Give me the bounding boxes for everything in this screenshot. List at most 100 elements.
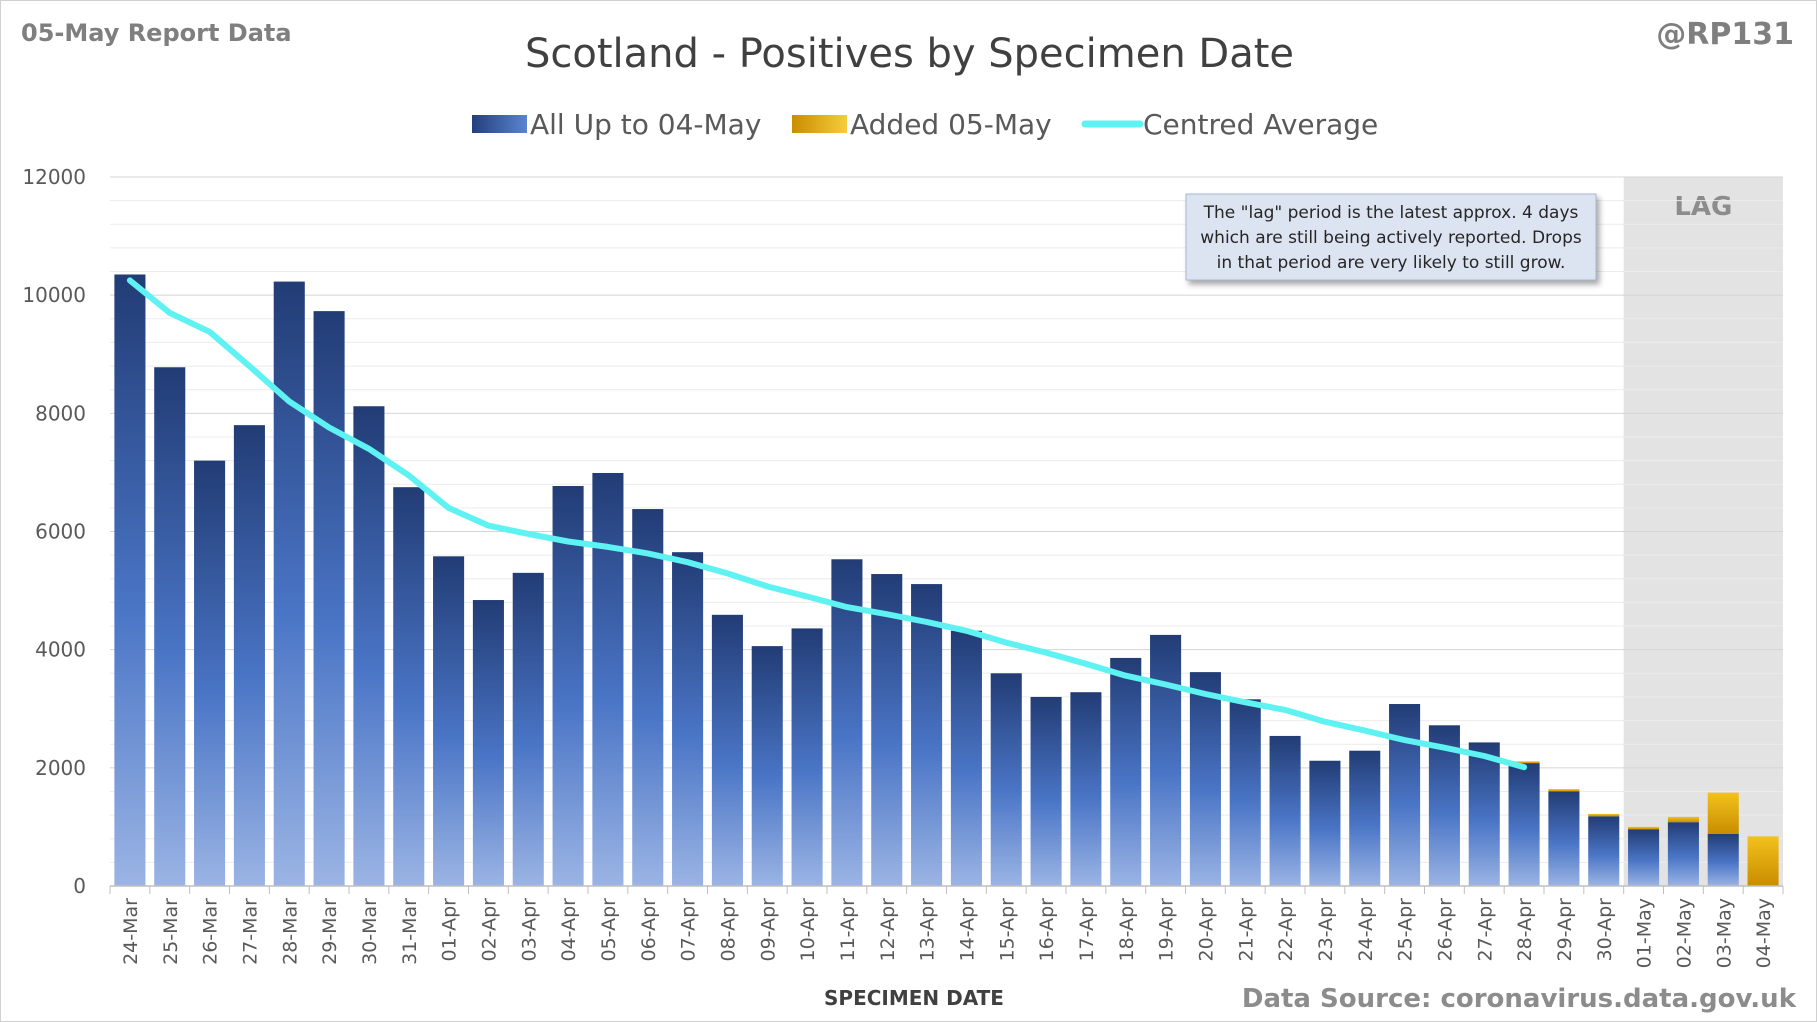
- x-tick-label: 30-Apr: [1594, 898, 1616, 962]
- x-tick-label: 27-Mar: [239, 898, 261, 965]
- x-tick-label: 08-Apr: [717, 898, 739, 962]
- bar-all-up-to-04-may: [711, 614, 743, 886]
- y-tick-label: 4000: [35, 638, 86, 662]
- legend-swatch-all-up-to-04-may: [472, 115, 527, 133]
- bar-all-up-to-04-may: [950, 630, 982, 886]
- y-tick-label: 2000: [35, 756, 86, 780]
- x-tick-label: 01-May: [1634, 898, 1656, 968]
- lag-annotation-box: [1185, 193, 1597, 281]
- legend-swatch-added-05-may: [792, 115, 847, 133]
- x-tick-label: 04-Apr: [558, 898, 580, 962]
- bar-all-up-to-04-may: [990, 673, 1022, 886]
- x-tick-label: 06-Apr: [638, 898, 660, 962]
- x-tick-label: 29-Apr: [1554, 898, 1576, 962]
- bar-added-05-may: [1747, 836, 1779, 886]
- x-tick-label: 24-Apr: [1355, 898, 1377, 962]
- bar-all-up-to-04-may: [1030, 696, 1062, 886]
- x-axis-title: SPECIMEN DATE: [824, 986, 1004, 1010]
- bar-all-up-to-04-may: [1110, 657, 1142, 886]
- x-tick-label: 28-Mar: [279, 898, 301, 965]
- bar-added-05-may: [1588, 813, 1620, 817]
- data-source-label: Data Source: coronavirus.data.gov.uk: [1241, 984, 1796, 1014]
- bar-added-05-may: [1548, 789, 1580, 792]
- bar-all-up-to-04-may: [791, 628, 823, 886]
- bar-all-up-to-04-may: [751, 646, 783, 886]
- x-tick-label: 12-Apr: [877, 898, 899, 962]
- x-tick-label: 29-Mar: [319, 898, 341, 965]
- bar-all-up-to-04-may: [592, 473, 624, 886]
- bar-all-up-to-04-may: [154, 367, 186, 887]
- x-tick-label: 04-May: [1753, 898, 1775, 968]
- bar-all-up-to-04-may: [512, 572, 544, 886]
- x-tick-label: 07-Apr: [678, 898, 700, 962]
- bar-all-up-to-04-may: [1349, 750, 1381, 886]
- x-tick-label: 25-Mar: [160, 898, 182, 965]
- x-tick-label: 24-Mar: [120, 898, 142, 965]
- report-date-label: 05-May Report Data: [21, 19, 292, 47]
- bar-all-up-to-04-may: [194, 460, 226, 886]
- x-tick-label: 05-Apr: [598, 898, 620, 962]
- x-tick-label: 16-Apr: [1036, 898, 1058, 962]
- x-tick-label: 28-Apr: [1514, 898, 1536, 962]
- bar-all-up-to-04-may: [313, 311, 345, 887]
- x-tick-label: 23-Apr: [1315, 898, 1337, 962]
- y-tick-label: 8000: [35, 401, 86, 425]
- bar-all-up-to-04-may: [1189, 672, 1221, 886]
- x-tick-label: 01-Apr: [439, 898, 461, 962]
- x-tick-label: 26-Apr: [1434, 898, 1456, 962]
- bar-all-up-to-04-may: [1588, 816, 1620, 886]
- bar-all-up-to-04-may: [911, 584, 943, 886]
- x-tick-label: 26-Mar: [200, 898, 222, 965]
- y-tick-label: 10000: [22, 283, 86, 307]
- x-tick-label: 21-Apr: [1235, 898, 1257, 962]
- x-tick-label: 20-Apr: [1195, 898, 1217, 962]
- bar-all-up-to-04-may: [1150, 634, 1182, 886]
- lag-annotation-line: which are still being actively reported.…: [1200, 228, 1582, 248]
- x-tick-label: 11-Apr: [837, 898, 859, 962]
- y-tick-label: 12000: [22, 165, 86, 189]
- legend-label-centred-average: Centred Average: [1143, 108, 1378, 141]
- bar-all-up-to-04-may: [1309, 760, 1341, 886]
- x-tick-label: 25-Apr: [1395, 898, 1417, 962]
- lag-annotation-line: in that period are very likely to still …: [1217, 253, 1566, 273]
- bar-all-up-to-04-may: [472, 600, 504, 886]
- bar-all-up-to-04-may: [552, 486, 584, 886]
- chart-title: Scotland - Positives by Specimen Date: [524, 31, 1295, 77]
- x-tick-label: 17-Apr: [1076, 898, 1098, 962]
- legend-label-added-05-may: Added 05-May: [850, 108, 1052, 141]
- bar-all-up-to-04-may: [632, 509, 664, 886]
- bar-added-05-may: [1508, 761, 1540, 764]
- bar-all-up-to-04-may: [1229, 699, 1261, 886]
- bar-added-05-may: [1667, 816, 1699, 823]
- bar-all-up-to-04-may: [1508, 763, 1540, 886]
- bar-all-up-to-04-may: [114, 274, 146, 886]
- bar-all-up-to-04-may: [1070, 692, 1102, 886]
- bar-all-up-to-04-may: [353, 406, 385, 886]
- y-tick-label: 0: [73, 874, 86, 898]
- y-tick-label: 6000: [35, 520, 86, 544]
- lag-label: LAG: [1674, 192, 1732, 222]
- bar-all-up-to-04-may: [1468, 742, 1500, 886]
- author-handle: @RP131: [1656, 17, 1794, 52]
- bar-all-up-to-04-may: [1707, 834, 1739, 886]
- bar-all-up-to-04-may: [433, 556, 465, 886]
- x-tick-label: 27-Apr: [1474, 898, 1496, 962]
- x-tick-label: 03-Apr: [518, 898, 540, 962]
- x-tick-label: 15-Apr: [996, 898, 1018, 962]
- bar-all-up-to-04-may: [1628, 829, 1660, 886]
- bar-all-up-to-04-may: [273, 281, 305, 886]
- bar-all-up-to-04-may: [672, 552, 704, 886]
- x-tick-label: 22-Apr: [1275, 898, 1297, 962]
- bar-all-up-to-04-may: [1269, 735, 1301, 886]
- x-tick-label: 30-Mar: [359, 898, 381, 965]
- x-tick-label: 02-May: [1673, 898, 1695, 968]
- bar-all-up-to-04-may: [1548, 791, 1580, 886]
- bar-all-up-to-04-may: [831, 559, 863, 886]
- x-tick-label: 14-Apr: [956, 898, 978, 962]
- bar-added-05-may: [1628, 826, 1660, 830]
- bar-all-up-to-04-may: [1667, 822, 1699, 886]
- x-tick-label: 31-Mar: [399, 898, 421, 965]
- x-tick-label: 18-Apr: [1116, 898, 1138, 962]
- x-tick-label: 03-May: [1713, 898, 1735, 968]
